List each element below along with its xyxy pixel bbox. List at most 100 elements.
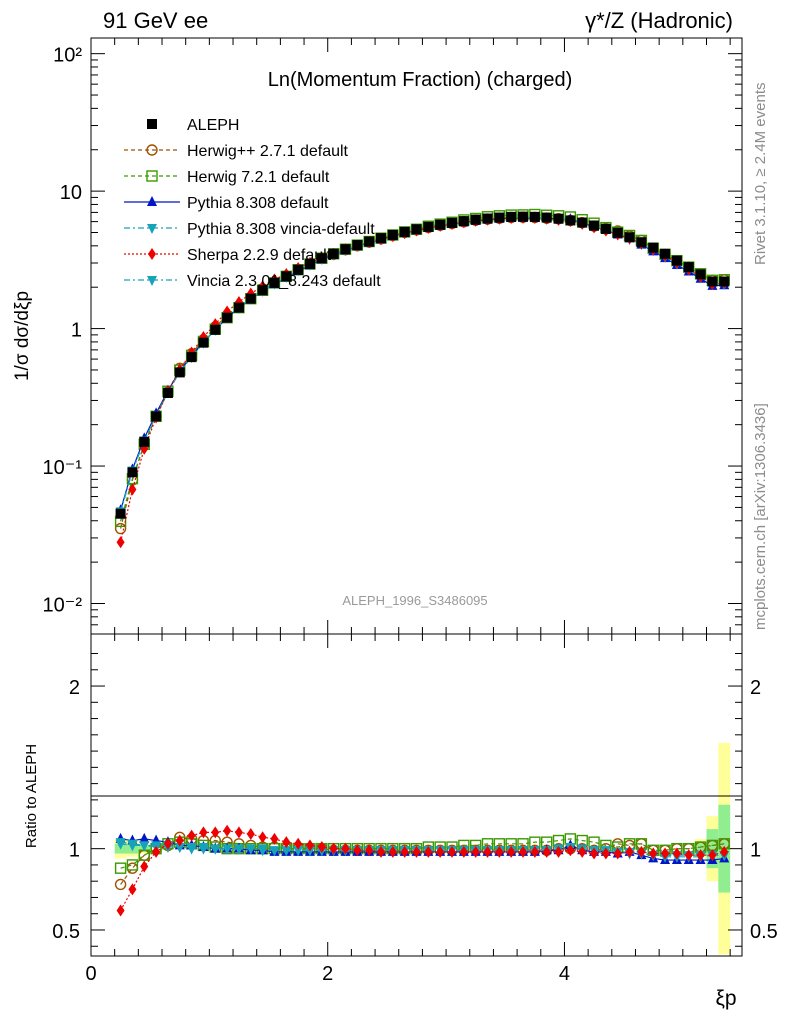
legend-label: Vincia 2.3.01_8.243 default bbox=[187, 273, 381, 290]
aleph-point bbox=[589, 220, 600, 231]
aleph-point bbox=[636, 237, 647, 248]
aleph-point bbox=[115, 508, 126, 519]
aleph-point bbox=[541, 212, 552, 223]
legend-marker bbox=[147, 276, 157, 286]
ratio-point bbox=[519, 845, 528, 858]
ratio-point bbox=[305, 839, 314, 852]
ratio-point bbox=[116, 904, 125, 917]
ratio-point bbox=[637, 845, 646, 858]
aleph-point bbox=[281, 271, 292, 282]
ratio-point bbox=[294, 837, 303, 850]
ratio-point bbox=[258, 831, 267, 844]
aleph-point bbox=[482, 213, 493, 224]
ratio-point bbox=[198, 844, 209, 855]
aleph-point bbox=[269, 277, 280, 288]
aleph-point bbox=[660, 248, 671, 259]
ratio-point bbox=[613, 847, 622, 860]
legend-marker bbox=[146, 144, 158, 156]
legend-label: Sherpa 2.2.9 default bbox=[187, 247, 332, 264]
ratio-point bbox=[424, 845, 433, 858]
aleph-point bbox=[364, 236, 375, 247]
ratio-point bbox=[163, 837, 172, 850]
legend-label: Herwig++ 2.7.1 default bbox=[187, 143, 349, 160]
ratio-point bbox=[115, 839, 126, 850]
aleph-point bbox=[518, 211, 529, 222]
ratio-point bbox=[245, 844, 256, 855]
legend-label: Pythia 8.308 vincia-default bbox=[187, 221, 375, 238]
ratio-point bbox=[210, 844, 221, 855]
aleph-point bbox=[340, 244, 351, 255]
aleph-point bbox=[624, 232, 635, 243]
ratio-point bbox=[708, 849, 717, 862]
ratio-point bbox=[720, 845, 729, 858]
ratio-point bbox=[542, 845, 551, 858]
ratio-y-tick-label: 1 bbox=[69, 840, 80, 862]
ratio-panel: 0.5 0.5 1 1 2 2 0 2 4 Ratio to ALEPH ξp bbox=[23, 633, 778, 1010]
ratio-point bbox=[448, 845, 457, 858]
ratio-point bbox=[234, 826, 243, 839]
aleph-point bbox=[612, 227, 623, 238]
aleph-point bbox=[233, 302, 244, 313]
ratio-point bbox=[174, 843, 185, 854]
aleph-point bbox=[198, 337, 209, 348]
aleph-point bbox=[210, 324, 221, 335]
ratio-point bbox=[696, 849, 705, 862]
ratio-point bbox=[400, 845, 409, 858]
ratio-frame bbox=[90, 633, 743, 957]
legend-marker bbox=[148, 248, 156, 260]
aleph-point bbox=[458, 216, 469, 227]
ratio-point bbox=[152, 845, 161, 858]
ratio-point bbox=[601, 847, 610, 860]
data-point bbox=[128, 483, 137, 496]
aleph-point bbox=[553, 213, 564, 224]
main-panel: 10⁻² 10⁻¹ 1 10 10² Ln(Momentum Fraction) (ch… bbox=[12, 37, 743, 635]
ratio-point bbox=[114, 862, 127, 874]
ratio-point bbox=[684, 849, 693, 862]
legend-label: Herwig 7.2.1 default bbox=[187, 169, 330, 186]
ratio-point bbox=[282, 836, 291, 849]
aleph-point bbox=[435, 219, 446, 230]
aleph-point bbox=[600, 223, 611, 234]
main-series bbox=[114, 208, 730, 549]
ratio-y-tick-label: 2 bbox=[69, 677, 80, 699]
ratio-point bbox=[175, 834, 184, 847]
ratio-point bbox=[672, 847, 681, 860]
y-tick-label: 10⁻² bbox=[43, 595, 83, 617]
y-axis-label: 1/σ dσ/dξp bbox=[12, 291, 33, 381]
aleph-point bbox=[719, 276, 730, 287]
aleph-point bbox=[222, 312, 233, 323]
ratio-y-tick-label-right: 1 bbox=[750, 840, 761, 862]
ratio-point bbox=[139, 841, 150, 852]
aleph-point bbox=[707, 276, 718, 287]
aleph-point bbox=[577, 217, 588, 228]
aleph-point bbox=[387, 229, 398, 240]
ratio-point bbox=[483, 845, 492, 858]
aleph-point bbox=[127, 467, 138, 478]
x-axis-label: ξp bbox=[715, 987, 736, 1010]
aleph-point bbox=[648, 242, 659, 253]
aleph-point bbox=[257, 285, 268, 296]
ratio-point bbox=[341, 842, 350, 855]
ratio-point bbox=[566, 844, 575, 857]
aleph-point bbox=[423, 221, 434, 232]
ratio-point bbox=[126, 859, 139, 871]
ratio-point bbox=[128, 883, 137, 896]
aleph-point bbox=[186, 352, 197, 363]
aleph-point bbox=[293, 264, 304, 275]
ratio-ticks: 0.5 0.5 1 1 2 2 0 2 4 bbox=[52, 634, 778, 985]
aleph-point bbox=[470, 214, 481, 225]
ratio-point bbox=[199, 826, 208, 839]
y-tick-label: 10² bbox=[53, 45, 82, 67]
ratio-point bbox=[281, 846, 292, 857]
header-right: γ*/Z (Hadronic) bbox=[585, 8, 733, 33]
ratio-y-tick-label: 0.5 bbox=[52, 921, 80, 943]
aleph-point bbox=[162, 387, 173, 398]
aleph-point bbox=[565, 215, 576, 226]
ratio-point bbox=[222, 844, 233, 855]
y-tick-label: 10⁻¹ bbox=[43, 457, 83, 479]
aleph-point bbox=[375, 233, 386, 244]
ratio-point bbox=[353, 844, 362, 857]
aleph-point bbox=[671, 255, 682, 266]
aleph-point bbox=[245, 293, 256, 304]
x-tick-label: 2 bbox=[322, 963, 333, 985]
